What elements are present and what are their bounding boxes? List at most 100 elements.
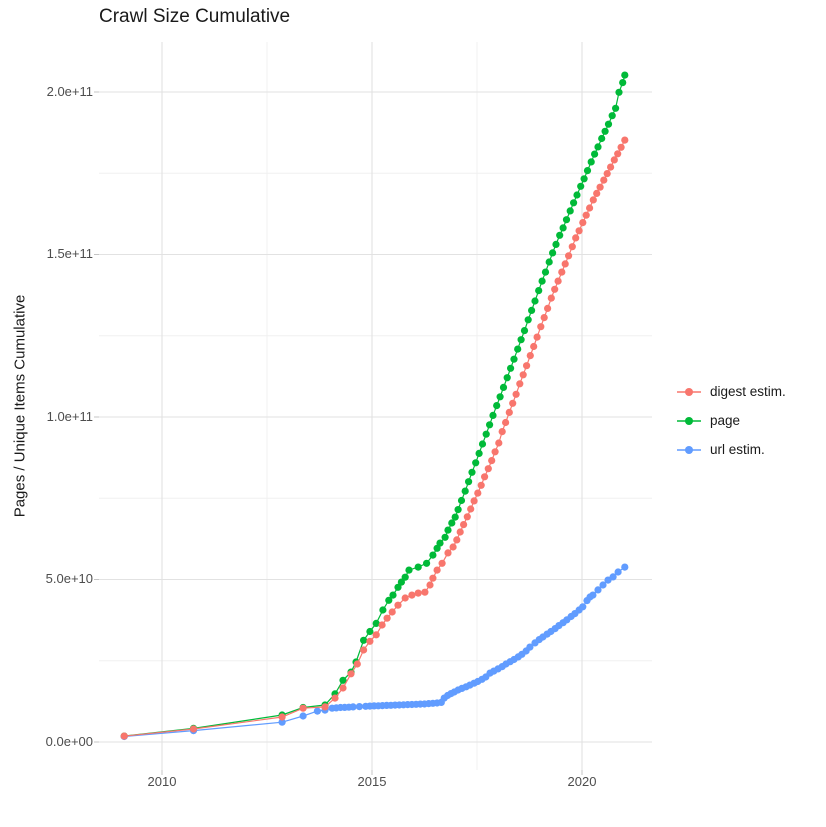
data-point: [496, 393, 504, 401]
data-point: [484, 465, 492, 473]
data-point: [520, 327, 529, 335]
data-point: [610, 156, 618, 164]
data-point: [503, 374, 511, 382]
data-point: [544, 304, 552, 312]
y-tick-label: 5.0e+10: [45, 571, 93, 586]
data-point: [516, 380, 524, 388]
data-point: [512, 390, 520, 398]
data-point: [438, 559, 446, 567]
data-point: [621, 71, 629, 79]
data-point: [559, 224, 567, 232]
data-point: [609, 573, 617, 581]
data-point: [528, 306, 536, 314]
data-point: [547, 294, 555, 302]
data-point: [397, 578, 405, 586]
y-tick-label: 1.5e+11: [46, 246, 93, 261]
data-point: [599, 581, 607, 589]
data-point: [449, 543, 457, 551]
data-point: [401, 594, 409, 602]
data-point: [468, 468, 476, 476]
data-point: [593, 189, 601, 197]
data-point: [561, 260, 569, 268]
data-point: [510, 355, 518, 363]
data-point: [523, 362, 531, 370]
legend-item-digest-estim: digest estim.: [674, 377, 786, 406]
data-point: [552, 240, 560, 248]
data-point: [278, 713, 286, 721]
legend-key-digest-icon: [677, 387, 701, 396]
data-point: [533, 333, 541, 341]
data-point: [491, 448, 499, 456]
data-point: [614, 150, 622, 158]
data-point: [526, 352, 534, 360]
data-point: [478, 440, 487, 448]
data-point: [481, 473, 489, 481]
data-point: [619, 79, 627, 87]
data-point: [385, 596, 393, 604]
data-point: [120, 732, 128, 740]
data-point: [514, 345, 522, 353]
data-point: [489, 411, 497, 419]
data-point: [349, 703, 357, 711]
data-point: [347, 670, 355, 678]
data-point: [604, 120, 613, 128]
x-tick-label: 2020: [567, 774, 597, 789]
data-point: [454, 506, 462, 514]
x-tick-label: 2015: [357, 774, 387, 789]
data-point: [507, 364, 515, 372]
data-point: [353, 660, 361, 668]
data-point: [321, 703, 329, 711]
data-point: [558, 268, 566, 276]
data-point: [573, 191, 581, 199]
data-point: [570, 199, 578, 207]
data-point: [451, 513, 459, 521]
data-point: [554, 277, 562, 285]
data-point: [444, 526, 452, 534]
data-point: [579, 219, 587, 227]
data-point: [477, 481, 485, 489]
data-point: [601, 127, 609, 135]
legend-key-url-icon: [677, 445, 701, 454]
data-point: [541, 268, 550, 276]
legend-key-page-icon: [677, 416, 701, 425]
data-point: [433, 566, 441, 574]
data-point: [472, 459, 480, 467]
data-point: [383, 614, 391, 622]
data-point: [401, 573, 409, 581]
data-point: [313, 707, 321, 715]
data-point: [575, 227, 583, 235]
legend: digest estim. page url estim.: [674, 377, 786, 464]
y-tick-label: 2.0e+11: [46, 84, 93, 99]
data-point: [441, 533, 449, 541]
data-point: [600, 176, 608, 184]
data-point: [509, 399, 517, 407]
data-point: [475, 449, 483, 457]
data-point: [495, 439, 503, 447]
data-point: [189, 725, 198, 733]
data-point: [587, 158, 595, 166]
data-point: [426, 581, 434, 589]
data-point: [614, 568, 622, 576]
data-point: [498, 428, 506, 436]
data-point: [502, 418, 510, 427]
data-point: [568, 243, 576, 251]
data-point: [429, 551, 437, 559]
data-point: [360, 646, 368, 654]
data-point: [463, 513, 471, 521]
data-point: [339, 684, 347, 692]
data-point: [339, 676, 347, 684]
data-point: [589, 196, 597, 204]
data-point: [526, 643, 534, 651]
data-point: [444, 549, 452, 557]
data-point: [582, 211, 590, 219]
data-point: [379, 606, 387, 614]
data-point: [608, 112, 616, 120]
data-point: [621, 563, 629, 571]
data-point: [517, 336, 525, 344]
data-point: [394, 601, 402, 609]
data-point: [612, 104, 620, 112]
data-point: [591, 150, 599, 158]
data-point: [615, 88, 623, 96]
